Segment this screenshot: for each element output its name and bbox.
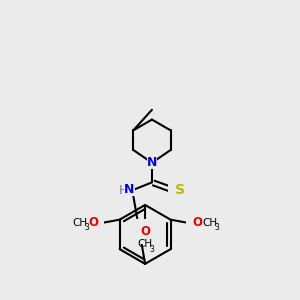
Text: H: H xyxy=(119,184,128,197)
Text: 3: 3 xyxy=(149,244,154,253)
Text: N: N xyxy=(147,156,157,169)
Text: 3: 3 xyxy=(85,223,90,232)
Text: 3: 3 xyxy=(214,223,219,232)
Text: O: O xyxy=(192,216,202,229)
Text: S: S xyxy=(176,183,185,197)
Text: CH: CH xyxy=(73,218,88,228)
Text: CH: CH xyxy=(137,239,153,249)
Text: N: N xyxy=(124,183,135,196)
Text: O: O xyxy=(88,216,98,229)
Text: O: O xyxy=(140,225,150,238)
Text: CH: CH xyxy=(202,218,218,228)
